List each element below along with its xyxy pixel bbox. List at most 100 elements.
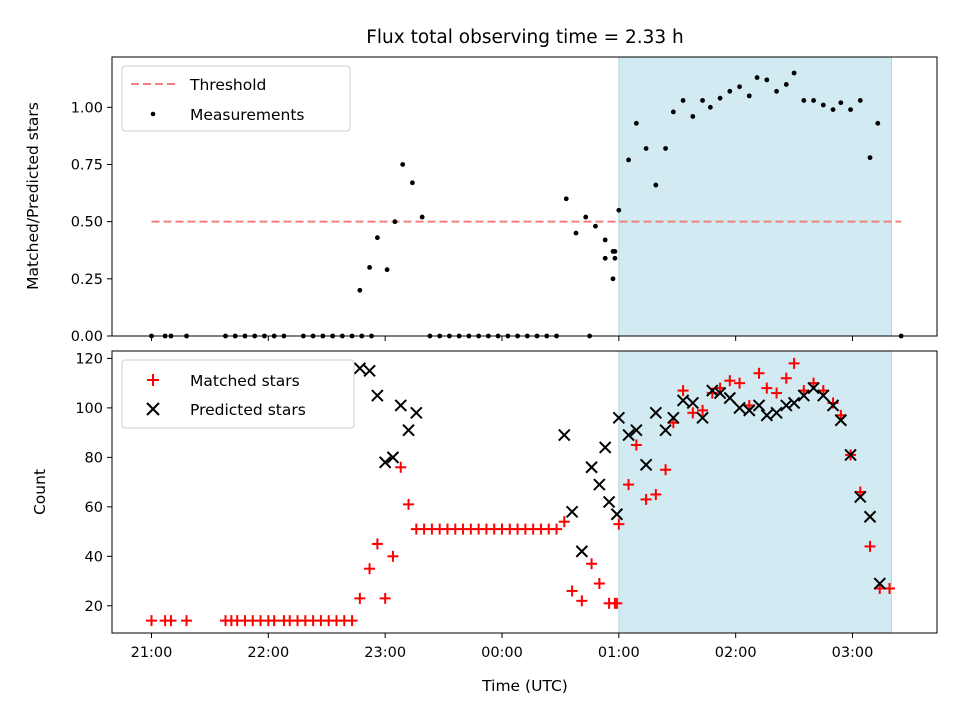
matched-stars-points <box>146 357 895 627</box>
predicted-star-point <box>386 451 400 464</box>
top-y-axis-label: Matched/Predicted stars <box>24 102 42 290</box>
observing-window-shade <box>618 56 892 337</box>
predicted-star-point <box>743 404 756 417</box>
predicted-star-point <box>363 364 376 377</box>
predicted-star-point <box>797 389 811 402</box>
y-tick-label: 80 <box>85 450 103 466</box>
bottom-observing-window <box>618 350 892 634</box>
matched-star-point <box>379 592 391 604</box>
predicted-star-point <box>622 428 635 442</box>
x-tick-label: 03:00 <box>832 645 874 661</box>
y-tick-label: 100 <box>75 401 103 417</box>
matched-star-point <box>611 597 623 609</box>
measurement-point <box>764 77 770 83</box>
x-tick-label: 00:00 <box>481 645 523 661</box>
measurement-point <box>746 93 752 99</box>
predicted-star-point <box>696 411 709 424</box>
legend-matched-label: Matched stars <box>190 372 300 390</box>
measurement-point <box>419 214 425 220</box>
matched-star-point <box>640 493 652 505</box>
predicted-star-point <box>639 458 653 471</box>
y-tick-label: 0.75 <box>71 157 103 173</box>
top-axes-frame <box>111 56 938 337</box>
matched-star-point <box>146 615 157 627</box>
predicted-star-point <box>667 411 680 424</box>
measurement-point <box>820 102 826 108</box>
measurement-point <box>583 214 589 220</box>
predicted-star-point <box>752 399 766 412</box>
measurement-point <box>848 107 853 112</box>
predicted-star-point <box>834 414 848 427</box>
top-x-ticks <box>151 336 853 341</box>
top-legend-box <box>121 65 351 132</box>
matched-star-point <box>771 387 783 399</box>
measurement-point <box>791 70 797 76</box>
measurement-point <box>653 182 659 188</box>
bottom-axes-frame <box>111 350 938 634</box>
measurement-point <box>563 196 569 202</box>
x-tick-label: 01:00 <box>598 645 640 661</box>
matched-star-point <box>586 558 598 570</box>
matched-star-point <box>788 357 800 369</box>
y-tick-label: 40 <box>85 549 103 565</box>
predicted-star-point <box>353 362 367 375</box>
legend-measurements-label: Measurements <box>190 106 305 124</box>
matched-star-point <box>780 372 792 384</box>
y-tick-label: 20 <box>85 599 103 615</box>
matched-star-point <box>364 563 376 575</box>
x-tick-label: 23:00 <box>364 645 406 661</box>
measurement-point <box>670 109 676 115</box>
predicted-star-point <box>787 396 801 410</box>
measurement-point <box>392 219 398 225</box>
predicted-star-point <box>371 389 384 402</box>
measurement-point <box>367 264 372 270</box>
matched-star-point <box>660 464 672 476</box>
matched-star-point <box>403 498 415 510</box>
measurement-point <box>690 114 696 119</box>
predicted-star-point <box>410 406 423 420</box>
measurement-point <box>384 267 390 273</box>
matched-star-point <box>566 585 578 597</box>
measurement-point <box>593 223 598 229</box>
matched-star-point <box>697 404 709 416</box>
bottom-legend-box <box>121 359 355 429</box>
matched-star-point <box>371 538 383 550</box>
matched-star-point <box>593 578 605 590</box>
predicted-star-point <box>394 399 407 412</box>
measurement-point <box>643 146 649 151</box>
predicted-star-point <box>854 490 867 504</box>
predicted-star-point <box>844 448 857 462</box>
measurement-point <box>410 180 415 186</box>
top-y-ticks: 0.00 0.25 0.50 0.75 1.00 <box>71 100 112 345</box>
bottom-panel: 20 40 60 80 100 120 21:00 22:00 23:00 00:00 01:00… <box>31 350 938 695</box>
bottom-legend: Matched stars Predicted stars <box>121 359 355 429</box>
predicted-star-point <box>610 508 624 521</box>
predicted-star-point <box>676 394 690 407</box>
measurement-point <box>875 120 881 126</box>
matched-star-point <box>395 461 407 473</box>
measurement-point <box>801 98 807 103</box>
x-tick-label: 22:00 <box>247 645 289 661</box>
measurement-point <box>663 146 668 151</box>
measurement-point <box>717 95 723 101</box>
chart-title: Flux total observing time = 2.33 h <box>366 27 684 48</box>
matched-star-point <box>650 488 662 500</box>
y-tick-label: 60 <box>85 500 103 516</box>
y-tick-label: 0.50 <box>71 215 103 231</box>
x-tick-label: 21:00 <box>131 645 173 661</box>
predicted-star-point <box>602 495 616 509</box>
predicted-star-point <box>649 406 663 420</box>
predicted-star-point <box>575 545 589 558</box>
predicted-star-point <box>770 406 783 420</box>
bottom-y-axis-label: Count <box>31 469 49 515</box>
measurement-point <box>602 237 608 243</box>
top-legend: Threshold Measurements <box>121 65 351 132</box>
predicted-stars-points <box>353 362 886 590</box>
measurement-point <box>680 98 686 103</box>
matched-star-point <box>551 523 563 535</box>
matched-star-point <box>387 550 399 562</box>
measurement-point <box>616 207 622 213</box>
matched-star-point <box>724 375 736 387</box>
measurement-point <box>830 107 836 112</box>
